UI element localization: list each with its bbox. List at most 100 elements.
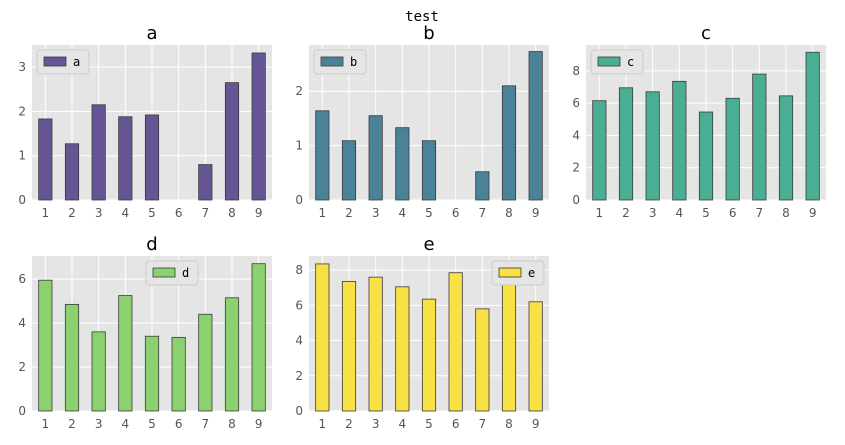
y-tick-label: 0 xyxy=(295,404,303,418)
bar-a-1 xyxy=(38,118,53,201)
bar-e-5 xyxy=(421,298,437,412)
x-tick-label: 8 xyxy=(228,417,236,431)
subplot-title: e xyxy=(423,234,434,255)
legend: a xyxy=(36,49,90,75)
bar-b-8 xyxy=(501,85,517,201)
bar-b-7 xyxy=(475,171,490,201)
x-tick-label: 9 xyxy=(255,206,263,220)
x-tick-label: 6 xyxy=(175,417,183,431)
y-tick-label: 4 xyxy=(572,128,580,142)
bar-b-2 xyxy=(341,140,357,201)
x-tick-label: 2 xyxy=(68,206,76,220)
x-tick-label: 5 xyxy=(148,417,156,431)
bar-a-8 xyxy=(224,82,240,201)
x-tick-label: 6 xyxy=(729,206,737,220)
bar-c-9 xyxy=(805,51,820,201)
y-tick-label: 6 xyxy=(18,272,26,286)
y-tick-label: 1 xyxy=(295,139,303,153)
y-tick-label: 4 xyxy=(295,334,303,348)
bar-c-1 xyxy=(592,100,607,201)
legend-label: c xyxy=(627,55,634,69)
bar-a-9 xyxy=(251,52,266,201)
y-tick-label: 2 xyxy=(295,369,303,383)
legend-swatch xyxy=(152,267,176,278)
y-tick-label: 2 xyxy=(18,104,26,118)
bar-b-5 xyxy=(421,140,437,201)
legend-label: b xyxy=(350,55,357,69)
x-tick-label: 8 xyxy=(228,206,236,220)
y-tick-label: 8 xyxy=(295,263,303,277)
subplot-title: b xyxy=(423,23,434,44)
y-tick-label: 6 xyxy=(572,96,580,110)
x-tick-label: 6 xyxy=(175,206,183,220)
bar-e-7 xyxy=(475,308,490,412)
x-tick-label: 4 xyxy=(676,206,684,220)
bar-e-3 xyxy=(368,276,383,412)
subplot-d: 0 2 4 6 1 2 3 4 5 6 7 8 9 d d xyxy=(18,234,272,431)
x-tick-label: 2 xyxy=(345,417,353,431)
x-tick-label: 5 xyxy=(702,206,710,220)
bar-a-5 xyxy=(144,114,160,201)
x-tick-label: 9 xyxy=(532,206,540,220)
x-tick-label: 4 xyxy=(399,417,407,431)
bar-d-3 xyxy=(91,331,106,412)
legend-label: a xyxy=(73,55,80,69)
x-tick-label: 7 xyxy=(479,417,487,431)
legend: b xyxy=(313,49,367,75)
bar-d-2 xyxy=(64,303,80,412)
x-tick-label: 1 xyxy=(42,417,50,431)
bar-b-1 xyxy=(315,110,330,201)
x-tick-label: 9 xyxy=(809,206,817,220)
y-tick-label: 6 xyxy=(295,298,303,312)
bar-b-9 xyxy=(528,51,543,201)
subplot-a: 0 1 2 3 1 2 3 4 5 6 7 8 9 a a xyxy=(18,23,272,220)
y-tick-label: 0 xyxy=(18,404,26,418)
x-tick-label: 1 xyxy=(319,206,327,220)
bar-a-3 xyxy=(91,104,106,201)
x-tick-label: 2 xyxy=(345,206,353,220)
x-tick-label: 9 xyxy=(255,417,263,431)
x-tick-label: 1 xyxy=(42,206,50,220)
x-tick-label: 7 xyxy=(756,206,764,220)
x-tick-label: 1 xyxy=(319,417,327,431)
x-tick-label: 4 xyxy=(122,206,130,220)
x-tick-label: 4 xyxy=(399,206,407,220)
legend-label: d xyxy=(182,266,189,280)
x-tick-label: 1 xyxy=(596,206,604,220)
legend-swatch xyxy=(43,56,67,67)
bar-c-2 xyxy=(618,87,634,201)
y-tick-label: 3 xyxy=(18,60,26,74)
bar-d-4 xyxy=(118,295,133,412)
bar-c-5 xyxy=(698,111,714,201)
bar-e-2 xyxy=(341,281,357,412)
bar-d-5 xyxy=(144,335,160,412)
x-tick-label: 7 xyxy=(479,206,487,220)
y-tick-label: 2 xyxy=(18,360,26,374)
subplot-b: 0 1 2 1 2 3 4 5 6 7 8 9 b b xyxy=(295,23,549,220)
x-tick-label: 4 xyxy=(122,417,130,431)
x-tick-label: 5 xyxy=(425,417,433,431)
x-tick-label: 7 xyxy=(202,206,210,220)
legend-swatch xyxy=(320,56,344,67)
x-tick-label: 5 xyxy=(425,206,433,220)
bar-e-1 xyxy=(315,263,330,412)
bar-d-7 xyxy=(198,313,213,412)
x-tick-label: 3 xyxy=(372,206,380,220)
bar-e-6 xyxy=(448,272,463,412)
x-tick-label: 6 xyxy=(452,206,460,220)
bar-c-8 xyxy=(778,95,794,201)
y-tick-label: 0 xyxy=(572,193,580,207)
legend-label: e xyxy=(528,266,535,280)
bar-c-3 xyxy=(645,91,660,201)
legend-swatch xyxy=(498,267,522,278)
y-tick-label: 2 xyxy=(295,84,303,98)
x-tick-label: 3 xyxy=(649,206,657,220)
subplot-e: 0 2 4 6 8 1 2 3 4 5 6 7 8 9 e e xyxy=(295,234,549,431)
figure-suptitle: test xyxy=(405,9,439,25)
x-tick-label: 7 xyxy=(202,417,210,431)
legend: e xyxy=(491,260,545,286)
bar-e-8 xyxy=(501,282,517,412)
y-tick-label: 1 xyxy=(18,149,26,163)
bar-d-1 xyxy=(38,279,53,412)
